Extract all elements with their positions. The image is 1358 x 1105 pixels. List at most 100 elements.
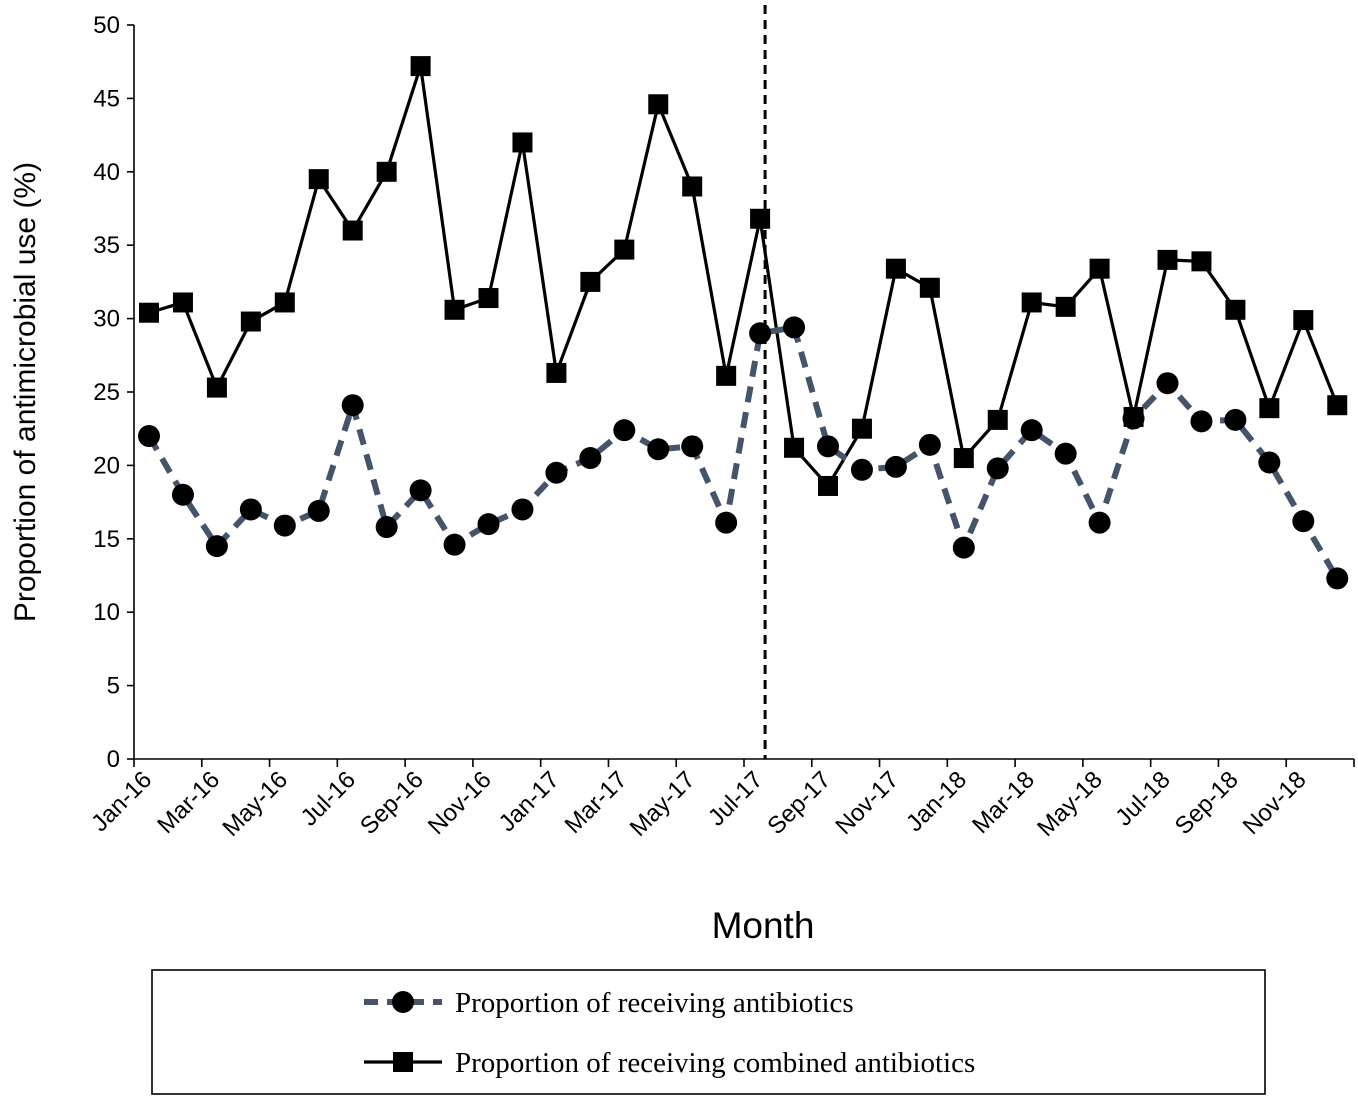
data-point-circle	[138, 425, 160, 448]
data-point-circle	[1326, 567, 1349, 590]
data-point-square	[546, 362, 567, 383]
data-point-square	[376, 161, 397, 182]
data-point-circle	[1190, 410, 1213, 433]
data-point-square	[851, 418, 872, 439]
data-point-square	[172, 292, 193, 313]
x-tick-label: Sep-16	[355, 766, 429, 840]
series-layer	[138, 56, 1349, 590]
data-point-square	[1225, 299, 1246, 320]
data-point-circle	[409, 479, 432, 502]
data-point-square	[274, 292, 295, 313]
data-point-circle	[1088, 511, 1111, 534]
y-tick-label: 30	[93, 306, 120, 333]
x-tick-label: Mar-16	[152, 766, 225, 839]
data-point-square	[512, 132, 533, 153]
data-point-circle	[511, 498, 534, 521]
x-tick-label: Mar-18	[967, 766, 1040, 839]
data-point-circle	[783, 316, 806, 339]
data-point-square	[1327, 395, 1348, 416]
data-point-square	[987, 409, 1008, 430]
y-tick-label: 15	[93, 526, 120, 553]
data-point-circle	[341, 394, 364, 417]
x-tick-label: Mar-17	[560, 766, 633, 839]
y-tick-label: 25	[93, 379, 120, 406]
x-tick-label: Jan-17	[494, 766, 565, 837]
data-point-square	[682, 176, 703, 197]
data-point-circle	[817, 435, 839, 458]
series-combined-antibiotics	[139, 56, 1348, 496]
data-point-circle	[205, 535, 228, 558]
data-point-square	[478, 288, 499, 309]
x-tick-label: May-16	[217, 766, 293, 842]
data-point-square	[648, 94, 669, 115]
data-point-square	[206, 377, 227, 398]
data-point-circle	[273, 514, 296, 537]
legend: Proportion of receiving antibiotics Prop…	[151, 969, 1266, 1095]
y-tick-label: 20	[93, 452, 120, 479]
data-point-square	[750, 208, 771, 229]
x-tick-label: May-17	[625, 766, 701, 842]
data-point-square	[139, 302, 159, 323]
data-point-square	[1259, 398, 1280, 419]
legend-label-combined: Proportion of receiving combined antibio…	[455, 1047, 975, 1079]
x-tick-label: Jul-17	[703, 766, 768, 831]
data-point-square	[1089, 258, 1110, 279]
data-point-circle	[1020, 419, 1043, 442]
data-point-square	[410, 56, 431, 77]
data-point-circle	[307, 499, 330, 522]
data-point-circle	[986, 457, 1009, 480]
data-point-circle	[1054, 442, 1077, 465]
data-point-circle	[477, 513, 500, 536]
data-point-circle	[681, 435, 704, 458]
data-point-square	[953, 448, 974, 469]
data-point-circle	[850, 458, 873, 481]
x-tick-label: May-18	[1032, 766, 1108, 842]
legend-marker-circle	[392, 991, 414, 1013]
data-point-circle	[443, 533, 466, 556]
y-tick-label: 45	[93, 85, 120, 112]
data-point-circle	[715, 511, 738, 534]
x-tick-label: Jul-18	[1110, 766, 1175, 831]
y-axis-title: Proportion of antimicrobial use (%)	[9, 162, 42, 622]
series-line	[146, 324, 1340, 580]
data-point-circle	[375, 516, 398, 539]
legend-item-combined-antibiotics: Proportion of receiving combined antibio…	[364, 1047, 975, 1079]
data-point-circle	[613, 419, 636, 442]
data-point-square	[308, 169, 329, 190]
data-point-square	[716, 365, 737, 386]
data-point-square	[580, 271, 601, 292]
data-point-circle	[749, 322, 772, 345]
x-tick-label: Nov-18	[1238, 766, 1312, 840]
data-point-circle	[647, 438, 670, 461]
data-point-square	[1055, 296, 1076, 317]
y-tick-label: 5	[107, 673, 120, 700]
data-point-circle	[545, 461, 568, 484]
y-tick-label: 10	[93, 599, 120, 626]
data-point-circle	[1292, 510, 1315, 533]
y-tick-label: 50	[93, 12, 120, 39]
x-tick-label: Sep-18	[1170, 766, 1244, 840]
y-tick-label: 0	[107, 746, 120, 773]
y-tick-label: 40	[93, 159, 120, 186]
data-point-square	[1191, 251, 1212, 272]
legend-label-antibiotics: Proportion of receiving antibiotics	[455, 987, 854, 1019]
legend-item-antibiotics: Proportion of receiving antibiotics	[364, 987, 854, 1019]
x-tick-label: Jan-16	[86, 766, 157, 837]
data-point-circle	[579, 447, 602, 470]
series-antibiotics	[138, 316, 1349, 590]
x-tick-label: Nov-16	[423, 766, 497, 840]
data-point-circle	[884, 455, 907, 478]
data-point-circle	[1156, 372, 1179, 395]
data-point-circle	[918, 433, 941, 456]
data-point-circle	[171, 483, 194, 506]
data-point-circle	[1258, 451, 1281, 474]
data-point-square	[919, 277, 940, 298]
data-point-square	[818, 475, 838, 496]
data-point-square	[444, 299, 465, 320]
x-tick-label: Sep-17	[762, 766, 836, 840]
y-tick-label: 35	[93, 232, 120, 259]
data-point-square	[1157, 249, 1178, 270]
legend-marker-square	[393, 1052, 413, 1072]
legend-box	[151, 969, 1266, 1095]
